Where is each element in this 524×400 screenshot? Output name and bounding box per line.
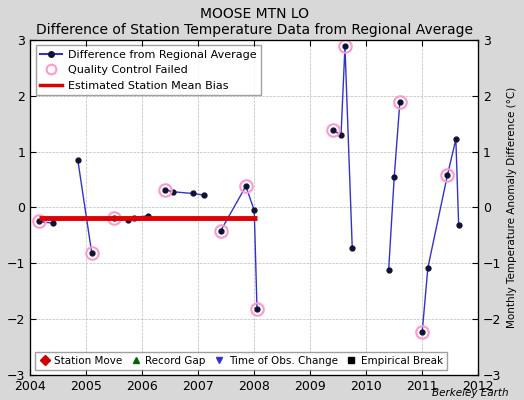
Title: MOOSE MTN LO
Difference of Station Temperature Data from Regional Average: MOOSE MTN LO Difference of Station Tempe…: [36, 7, 473, 37]
Text: Berkeley Earth: Berkeley Earth: [432, 388, 508, 398]
Legend: Station Move, Record Gap, Time of Obs. Change, Empirical Break: Station Move, Record Gap, Time of Obs. C…: [36, 352, 447, 370]
Y-axis label: Monthly Temperature Anomaly Difference (°C): Monthly Temperature Anomaly Difference (…: [507, 87, 517, 328]
